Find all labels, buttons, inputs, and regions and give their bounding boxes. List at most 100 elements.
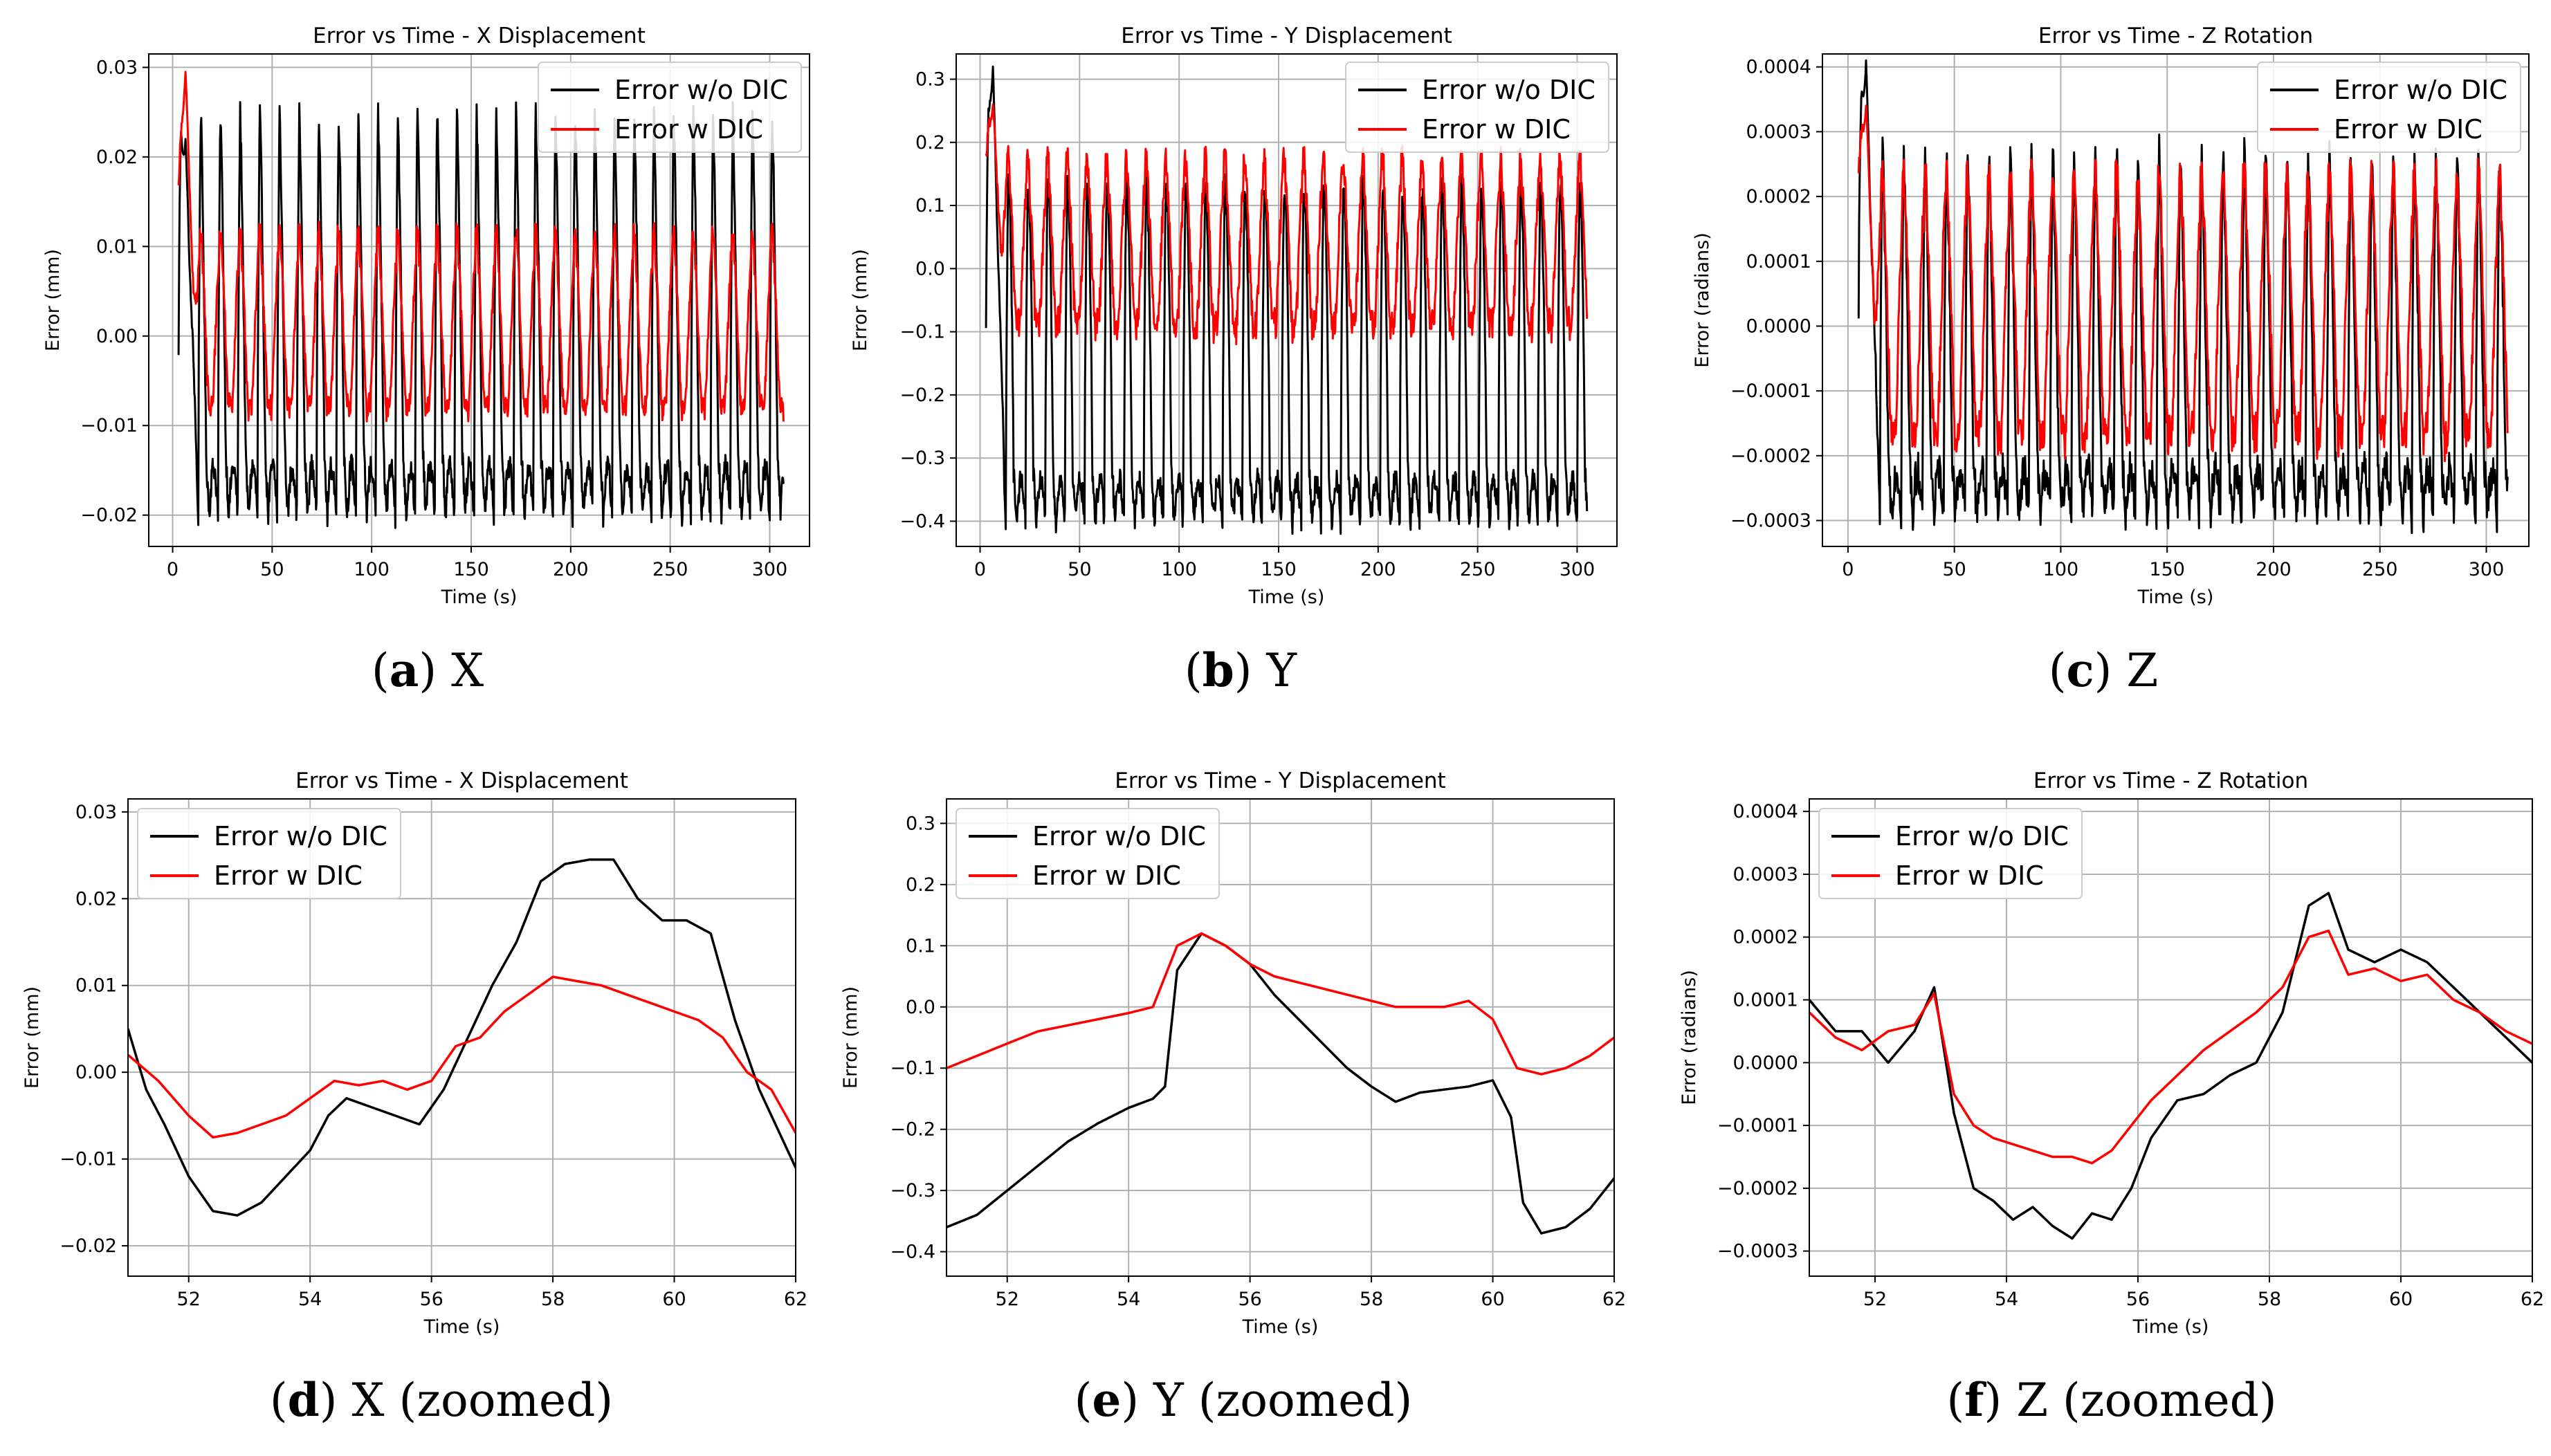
x-axis-label: Time (s) <box>2132 1316 2209 1338</box>
y-tick-label: −0.1 <box>890 1058 935 1079</box>
legend-entry: Error w/o DIC <box>214 821 387 851</box>
series-line-without-dic <box>947 932 1614 1235</box>
x-tick-label: 100 <box>1161 559 1197 580</box>
legend-entry: Error w/o DIC <box>2334 75 2507 105</box>
x-tick-label: 200 <box>1360 559 1396 580</box>
y-axis-label: Error (mm) <box>42 249 64 351</box>
x-tick-label: 250 <box>652 559 688 580</box>
y-tick-label: −0.0003 <box>1730 510 1811 532</box>
y-tick-label: −0.2 <box>899 385 945 406</box>
plot-frame <box>1809 798 2533 1277</box>
y-tick-label: 0.0004 <box>1746 57 1811 78</box>
chart-title: Error vs Time - Z Rotation <box>2038 24 2313 48</box>
legend-entry: Error w DIC <box>2334 114 2483 145</box>
y-tick-label: 0.2 <box>915 132 945 154</box>
chart-title: Error vs Time - Y Displacement <box>1115 768 1445 793</box>
x-tick-label: 58 <box>2258 1289 2281 1310</box>
series-line-with-dic <box>177 71 785 423</box>
legend: Error w/o DIC Error w DIC <box>538 62 802 153</box>
y-tick-label: −0.01 <box>80 415 138 436</box>
caption-c: (c) Z <box>2048 643 2159 697</box>
x-tick-label: 0 <box>974 559 986 580</box>
caption-e: (e) Y (zoomed) <box>1074 1373 1413 1427</box>
plot-frame <box>946 798 1615 1277</box>
x-axis-label: Time (s) <box>2137 587 2214 608</box>
y-tick-label: 0.03 <box>96 57 138 78</box>
x-tick-label: 100 <box>2043 559 2079 580</box>
y-tick-label: 0.01 <box>75 975 117 997</box>
x-tick-label: 54 <box>1117 1289 1140 1310</box>
series-line-with-dic <box>985 103 1589 346</box>
y-tick-label: −0.02 <box>80 505 138 526</box>
x-tick-label: 250 <box>2362 559 2398 580</box>
y-axis-label: Error (mm) <box>21 986 43 1089</box>
x-axis-label: Time (s) <box>1248 587 1325 608</box>
y-tick-label: 0.00 <box>96 326 138 347</box>
x-tick-label: 56 <box>1238 1289 1261 1310</box>
caption-a: (a) X <box>371 643 484 697</box>
y-axis-label: Error (radians) <box>1692 232 1713 367</box>
series-line-with-dic <box>947 932 1614 1076</box>
chart-b: 0 50 100 150 200 250 300 −0.4 −0.3 −0.2 −0.1 0.0 0.1… <box>850 24 1618 608</box>
legend-entry: Error w/o DIC <box>1032 821 1206 851</box>
y-axis-label: Error (mm) <box>850 249 871 351</box>
legend-entry: Error w DIC <box>614 114 763 145</box>
y-tick-label: 0.1 <box>915 195 945 216</box>
x-tick-label: 300 <box>1560 559 1595 580</box>
chart-title: Error vs Time - Z Rotation <box>2033 768 2308 793</box>
y-axis-label: Error (mm) <box>840 986 861 1089</box>
series-line-with-dic <box>1857 104 2509 463</box>
y-tick-label: 0.0003 <box>1746 121 1811 142</box>
y-tick-label: −0.0001 <box>1717 1115 1798 1136</box>
y-tick-label: 0.0002 <box>1733 927 1798 948</box>
y-tick-label: 0.00 <box>75 1062 117 1083</box>
x-tick-label: 300 <box>2469 559 2505 580</box>
legend-entry: Error w DIC <box>1032 860 1181 891</box>
series-line-without-dic <box>177 101 785 529</box>
y-tick-label: 0.02 <box>75 888 117 910</box>
plot-frame <box>148 53 810 547</box>
x-tick-label: 300 <box>752 559 788 580</box>
x-tick-label: 52 <box>1863 1289 1887 1310</box>
legend-entry: Error w DIC <box>214 860 363 891</box>
y-tick-label: 0.0 <box>906 997 935 1018</box>
x-tick-label: 150 <box>1261 559 1297 580</box>
x-tick-label: 50 <box>260 559 284 580</box>
series-line-without-dic <box>128 858 796 1217</box>
y-tick-label: 0.0000 <box>1733 1052 1798 1073</box>
x-tick-label: 58 <box>1360 1289 1383 1310</box>
y-tick-label: −0.4 <box>899 510 945 532</box>
y-tick-label: 0.0000 <box>1746 315 1811 337</box>
legend-box <box>1818 808 2083 899</box>
legend: Error w/o DIC Error w DIC <box>2257 62 2521 153</box>
y-tick-label: 0.0001 <box>1733 990 1798 1011</box>
chart-title: Error vs Time - Y Displacement <box>1121 24 1452 48</box>
x-tick-label: 54 <box>298 1289 322 1310</box>
x-tick-label: 60 <box>1481 1289 1504 1310</box>
y-tick-label: −0.3 <box>899 448 945 469</box>
legend-entry: Error w/o DIC <box>1422 75 1595 105</box>
legend-box <box>137 808 401 899</box>
x-tick-label: 56 <box>2126 1289 2150 1310</box>
x-tick-label: 50 <box>1942 559 1966 580</box>
series-line-without-dic <box>985 65 1589 535</box>
y-tick-label: −0.01 <box>60 1149 117 1170</box>
x-tick-label: 100 <box>354 559 390 580</box>
series-line-with-dic <box>128 975 796 1139</box>
y-tick-label: −0.4 <box>890 1242 935 1263</box>
legend-box <box>2257 62 2521 153</box>
y-tick-label: −0.3 <box>890 1180 935 1201</box>
y-tick-label: 0.3 <box>906 813 935 834</box>
x-tick-label: 50 <box>1068 559 1091 580</box>
x-tick-label: 52 <box>996 1289 1019 1310</box>
chart-f: 52 54 56 58 60 62 −0.0003 −0.0002 −0.0001 0.0000 0… <box>1679 768 2544 1338</box>
chart-title: Error vs Time - X Displacement <box>313 24 646 48</box>
y-tick-label: −0.0002 <box>1730 445 1811 467</box>
y-tick-label: 0.03 <box>75 802 117 823</box>
series-line-without-dic <box>1809 892 2532 1240</box>
y-tick-label: −0.0002 <box>1717 1178 1798 1199</box>
y-tick-label: 0.02 <box>96 147 138 168</box>
y-tick-label: −0.1 <box>899 322 945 343</box>
y-tick-label: 0.0 <box>915 258 945 279</box>
